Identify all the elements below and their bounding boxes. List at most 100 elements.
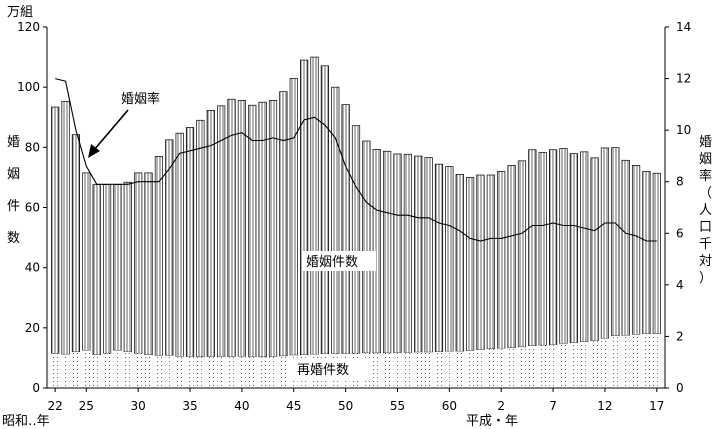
left-tick-label: 20 bbox=[25, 321, 40, 335]
remarriage-bar bbox=[518, 347, 526, 388]
marriage-bar bbox=[227, 98, 236, 358]
right-tick-label: 0 bbox=[676, 381, 684, 395]
remarriage-bar bbox=[383, 353, 391, 388]
right-tick-label: 12 bbox=[676, 72, 691, 86]
rate-arrow-shaft bbox=[93, 109, 129, 151]
marriage-bar bbox=[310, 56, 319, 355]
remarriage-bar bbox=[165, 355, 174, 388]
right-tick-label: 10 bbox=[676, 123, 691, 137]
remarriage-bar bbox=[258, 357, 267, 388]
left-label-char: 姻 bbox=[7, 167, 20, 182]
remarriage-bar bbox=[175, 356, 184, 388]
marriage-bar bbox=[92, 184, 101, 356]
x-axis-ticks: 22 25 30 35 40 45 50 55 60 2 7 12 17 bbox=[48, 388, 664, 413]
marriage-bar bbox=[621, 159, 630, 336]
marriage-bar bbox=[61, 100, 70, 355]
left-tick-label: 60 bbox=[25, 201, 40, 215]
remarriage-bar bbox=[207, 356, 215, 388]
marriage-bar bbox=[268, 100, 278, 358]
marriage-bar bbox=[82, 172, 91, 351]
remarriage-bar bbox=[393, 352, 402, 388]
remarriage-bar bbox=[424, 352, 433, 388]
marriage-bar bbox=[466, 177, 475, 352]
left-label-char: 数 bbox=[7, 231, 20, 246]
marriage-bar bbox=[455, 174, 464, 352]
remarriage-bar bbox=[51, 353, 59, 388]
remarriage-bar bbox=[186, 356, 194, 388]
x-tick-label: 25 bbox=[79, 399, 94, 413]
marriage-bar bbox=[434, 163, 444, 353]
remarriage-bar bbox=[373, 353, 381, 388]
marriage-bar bbox=[538, 152, 547, 346]
marriage-bar bbox=[51, 106, 60, 354]
right-label-char: 率 bbox=[699, 168, 712, 184]
marriage-bar bbox=[497, 171, 506, 349]
x-tick-label: 45 bbox=[286, 399, 301, 413]
right-label-char: 婚 bbox=[699, 135, 712, 150]
remarriage-bar bbox=[559, 343, 568, 388]
remarriage-bar bbox=[134, 353, 142, 388]
marriage-bar bbox=[289, 78, 298, 356]
left-tick-label: 0 bbox=[32, 381, 40, 395]
marriage-bar bbox=[517, 160, 527, 348]
marriage-bar bbox=[652, 172, 661, 335]
remarriage-bar bbox=[72, 351, 80, 388]
remarriage-bar bbox=[455, 351, 464, 388]
remarriage-bar bbox=[113, 350, 122, 388]
x-tick-label: 30 bbox=[131, 399, 146, 413]
right-tick-label: 8 bbox=[676, 175, 684, 189]
marriage-bar bbox=[123, 181, 132, 353]
remarriage-bar bbox=[507, 347, 516, 388]
right-label-char: 千 bbox=[699, 237, 712, 252]
rate-arrow-head bbox=[88, 144, 100, 158]
x-tick-label: 22 bbox=[48, 399, 63, 413]
marriage-bar bbox=[351, 125, 361, 354]
marriage-bar bbox=[206, 109, 215, 358]
remarriage-bar bbox=[248, 356, 257, 388]
marriage-bar bbox=[590, 157, 599, 342]
marriage-bar bbox=[154, 156, 163, 356]
marriage-bar bbox=[113, 184, 122, 351]
left-axis-label: 婚姻件数 bbox=[7, 135, 20, 246]
marriage-bar bbox=[248, 104, 257, 358]
rate-annotation: 婚姻率 bbox=[121, 91, 160, 107]
x-tick-label: 12 bbox=[597, 399, 612, 413]
marriage-bar bbox=[528, 149, 537, 347]
right-tick-label: 6 bbox=[676, 226, 684, 240]
remarriage-bar bbox=[61, 354, 70, 388]
marriage-bar bbox=[237, 100, 246, 357]
marriage-bar bbox=[217, 105, 226, 358]
marriage-bar bbox=[134, 172, 143, 354]
right-tick-label: 2 bbox=[676, 329, 684, 343]
remarriage-bar bbox=[601, 338, 609, 388]
marriage-bar bbox=[144, 172, 153, 356]
right-label-char: ） bbox=[699, 271, 712, 286]
remarriage-bar bbox=[642, 333, 651, 388]
right-axis-ticks: 0 2 4 6 8 10 12 14 bbox=[665, 20, 691, 395]
remarriage-bar bbox=[538, 345, 547, 388]
marriage-bar bbox=[331, 86, 340, 355]
marriage-bar bbox=[642, 171, 651, 335]
remarriage-bar bbox=[435, 351, 443, 388]
x-tick-label: 60 bbox=[442, 399, 457, 413]
marriage-annotation: 婚姻件数 bbox=[306, 255, 358, 270]
remarriage-bar bbox=[238, 356, 246, 388]
marriage-bar bbox=[631, 165, 641, 335]
marriage-bar bbox=[414, 155, 423, 353]
x-tick-label: 50 bbox=[338, 399, 353, 413]
remarriage-annotation: 再婚件数 bbox=[297, 363, 349, 378]
remarriage-bar bbox=[414, 352, 422, 388]
remarriage-bar bbox=[528, 345, 537, 388]
remarriage-bar bbox=[653, 333, 661, 388]
marriage-bar bbox=[175, 132, 184, 357]
marriage-bar bbox=[300, 59, 309, 356]
marriage-bar bbox=[320, 65, 329, 355]
x-tick-label: 7 bbox=[549, 399, 557, 413]
remarriage-bar bbox=[196, 357, 205, 388]
left-tick-label: 80 bbox=[25, 140, 40, 154]
remarriage-bar bbox=[580, 341, 588, 388]
era-showa: 昭和‥年 bbox=[2, 414, 50, 429]
right-tick-label: 14 bbox=[676, 20, 691, 34]
remarriage-label-bg bbox=[293, 360, 371, 379]
left-label-char: 婚 bbox=[7, 135, 20, 150]
